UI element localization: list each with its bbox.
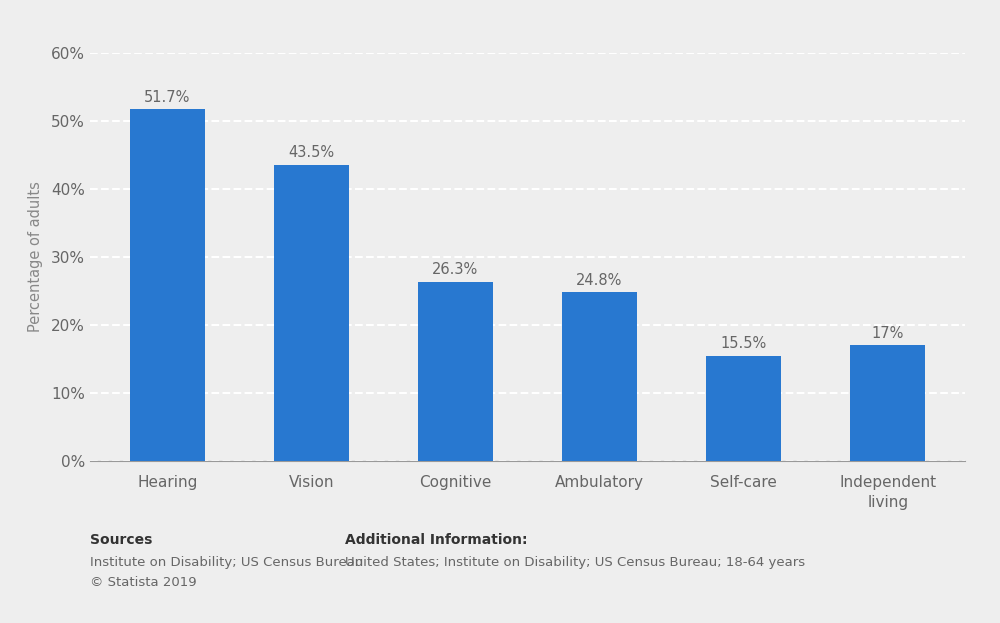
Y-axis label: Percentage of adults: Percentage of adults [28,181,43,333]
Text: Sources: Sources [90,533,152,546]
Text: United States; Institute on Disability; US Census Bureau; 18-64 years: United States; Institute on Disability; … [345,556,805,569]
Bar [706,356,781,461]
Text: Institute on Disability; US Census Bureau: Institute on Disability; US Census Burea… [90,556,363,569]
Text: © Statista 2019: © Statista 2019 [90,576,197,589]
Text: Additional Information:: Additional Information: [345,533,528,546]
Bar [418,282,493,461]
Bar [274,165,349,461]
Text: 17%: 17% [872,326,904,341]
Text: 26.3%: 26.3% [432,262,479,277]
Text: 24.8%: 24.8% [576,273,623,288]
Bar [130,110,205,461]
Text: 51.7%: 51.7% [144,90,190,105]
Text: 15.5%: 15.5% [721,336,767,351]
Bar [850,345,925,461]
Bar [562,292,637,461]
Text: 43.5%: 43.5% [288,145,334,160]
